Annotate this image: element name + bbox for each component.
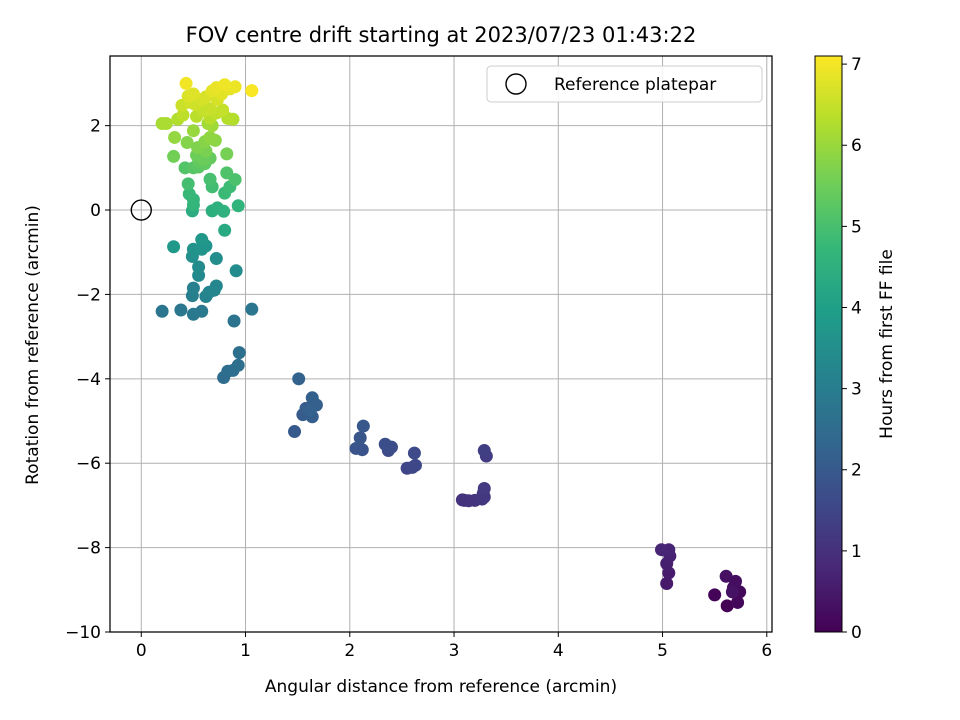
data-point <box>731 595 745 609</box>
data-point <box>708 588 722 602</box>
data-point <box>209 279 223 293</box>
x-tick-label: 0 <box>136 641 147 661</box>
y-tick-label: 2 <box>90 117 101 137</box>
data-point <box>353 431 367 445</box>
x-axis-ticks: 0 1 2 3 4 5 6 <box>136 632 772 661</box>
data-point <box>227 314 241 328</box>
data-point <box>407 446 421 460</box>
y-tick-label: −2 <box>76 285 101 305</box>
data-point <box>245 84 259 98</box>
data-point <box>203 130 217 144</box>
y-axis-ticks: −10 −8 −6 −4 −2 0 2 <box>65 117 110 643</box>
data-point <box>192 260 206 274</box>
data-point <box>195 233 209 247</box>
x-tick-label: 5 <box>657 641 668 661</box>
data-point <box>218 78 232 92</box>
data-point <box>186 281 200 295</box>
data-point <box>203 102 217 116</box>
colorbar-tick-label: 7 <box>851 55 862 75</box>
reference-point-marker <box>130 199 152 221</box>
data-point <box>725 585 739 599</box>
data-point <box>168 130 182 144</box>
x-tick-label: 4 <box>553 641 564 661</box>
data-point <box>182 187 196 201</box>
colorbar-tick-label: 0 <box>851 623 862 643</box>
y-tick-label: −6 <box>76 454 101 474</box>
legend-marker <box>505 73 527 95</box>
data-point <box>174 303 188 317</box>
colorbar-tick-label: 4 <box>851 298 862 318</box>
scatter-points <box>155 76 747 613</box>
data-point <box>378 437 392 451</box>
legend: Reference platepar <box>486 65 763 103</box>
data-point <box>660 576 674 590</box>
data-point <box>654 543 668 557</box>
data-point <box>216 103 230 117</box>
y-tick-label: −8 <box>76 539 101 559</box>
reference-marker-group <box>130 199 152 221</box>
data-point <box>218 223 232 237</box>
colorbar: 0 1 2 3 4 5 6 7 Hours from first FF file <box>814 55 897 643</box>
data-point <box>303 403 317 417</box>
data-point <box>288 425 302 439</box>
data-point <box>720 599 734 613</box>
data-point <box>220 147 234 161</box>
colorbar-label: Hours from first FF file <box>877 249 897 439</box>
data-point <box>477 444 491 458</box>
data-point <box>195 304 209 318</box>
data-point <box>349 441 363 455</box>
data-point <box>167 149 181 163</box>
y-axis-label: Rotation from reference (arcmin) <box>23 205 43 485</box>
y-tick-label: 0 <box>90 201 101 221</box>
data-point <box>167 240 181 254</box>
data-point <box>186 87 200 101</box>
colorbar-tick-label: 1 <box>851 542 862 562</box>
data-point <box>245 302 259 316</box>
x-tick-label: 1 <box>240 641 251 661</box>
data-point <box>305 391 319 405</box>
colorbar-tick-label: 3 <box>851 380 862 400</box>
data-point <box>228 80 242 94</box>
data-point <box>292 372 306 386</box>
x-tick-label: 2 <box>344 641 355 661</box>
data-point <box>231 199 245 213</box>
data-point <box>231 358 245 372</box>
data-point <box>356 419 370 433</box>
data-point <box>176 108 190 122</box>
data-point <box>220 166 234 180</box>
data-point <box>181 177 195 191</box>
data-point <box>209 252 223 266</box>
data-point <box>477 482 491 496</box>
legend-box <box>486 65 763 103</box>
chart-title: FOV centre drift starting at 2023/07/23 … <box>186 23 697 47</box>
x-tick-label: 3 <box>449 641 460 661</box>
data-point <box>232 346 246 360</box>
colorbar-tick-label: 6 <box>851 136 862 156</box>
data-point <box>229 264 243 278</box>
data-point <box>719 569 733 583</box>
colorbar-ticks: 0 1 2 3 4 5 6 7 <box>842 55 862 643</box>
y-tick-label: −4 <box>76 370 101 390</box>
data-point <box>408 458 422 472</box>
legend-entry-label: Reference platepar <box>554 75 716 95</box>
data-point <box>159 117 173 131</box>
data-point <box>179 76 193 90</box>
data-point <box>186 124 200 138</box>
data-point <box>217 204 231 218</box>
data-point <box>203 172 217 186</box>
colorbar-tick-label: 5 <box>851 217 862 237</box>
y-tick-label: −10 <box>65 623 101 643</box>
x-axis-label: Angular distance from reference (arcmin) <box>265 677 617 697</box>
colorbar-tick-label: 2 <box>851 461 862 481</box>
colorbar-gradient <box>814 55 843 633</box>
data-point <box>155 304 169 318</box>
x-tick-label: 6 <box>761 641 772 661</box>
data-point <box>180 136 194 150</box>
axes-frame <box>109 55 773 633</box>
